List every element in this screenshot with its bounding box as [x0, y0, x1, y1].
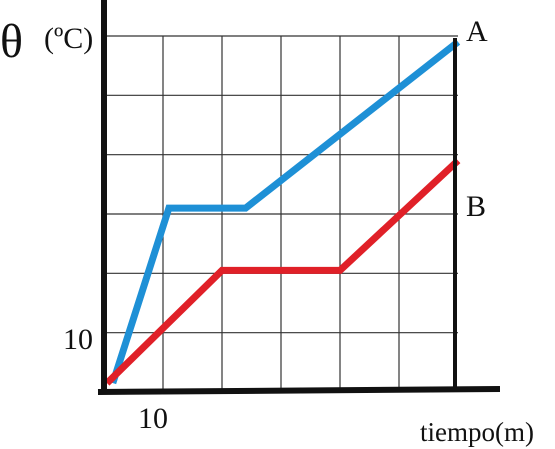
series-lines — [104, 39, 461, 386]
series-label-a: A — [466, 15, 488, 48]
series-line-b — [104, 158, 461, 386]
x-axis-label: tiempo(m) — [420, 417, 534, 447]
labels: θ (ºC) 10 10 tiempo(m) A B — [0, 15, 534, 447]
series-label-b: B — [466, 190, 486, 223]
grid — [104, 35, 458, 392]
y-axis-symbol: θ — [0, 15, 23, 68]
series-line-a — [109, 39, 461, 385]
x-tick-label: 10 — [138, 402, 168, 435]
y-axis-unit: (ºC) — [44, 22, 93, 55]
axes — [97, 0, 501, 395]
x-axis-line — [97, 386, 501, 395]
y-tick-label: 10 — [63, 323, 93, 356]
